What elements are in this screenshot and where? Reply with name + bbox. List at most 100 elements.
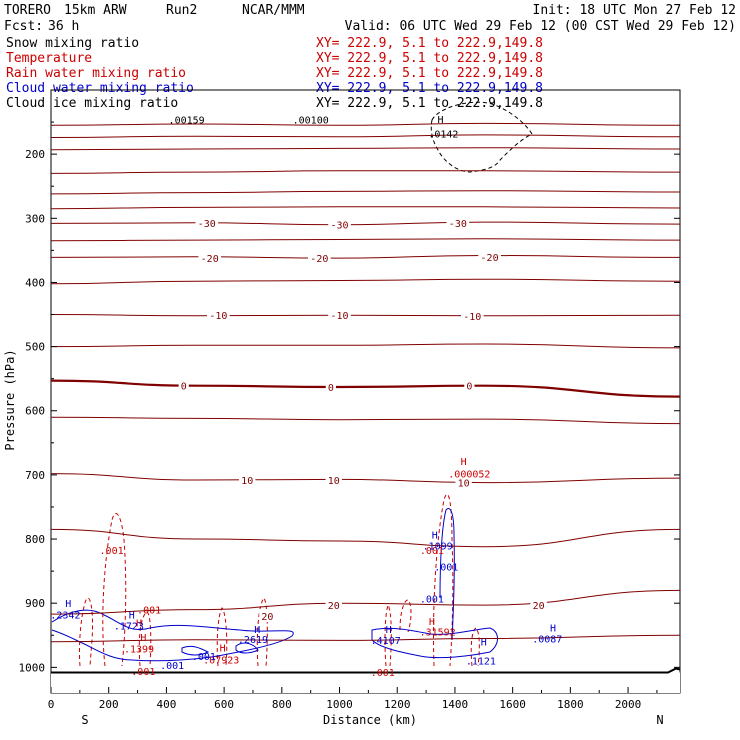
- ice-contours: [430, 101, 533, 173]
- rain-contour-2: [78, 597, 93, 667]
- contour-labels: -30 -30 -30 -20 -20 -20 -10 -10 -10 0 0 0 10 10 10 20 20…: [50, 115, 562, 679]
- contour-label-bg: [325, 598, 342, 612]
- contour-label-32: H: [429, 617, 435, 628]
- contour-label-bg: [530, 598, 547, 612]
- contour-label-bg: [446, 215, 470, 229]
- run-label: Run2: [166, 3, 197, 18]
- isotherm-m20: [50, 254, 681, 259]
- contour-label-bg: [195, 215, 219, 229]
- contour-label-35: .001: [131, 667, 155, 678]
- contour-label-bg: [325, 473, 342, 487]
- isotherm-m30: [50, 221, 681, 226]
- contour-label-18: .00159: [169, 116, 205, 127]
- x-tick-label-400: 400: [156, 698, 176, 711]
- isotherm-m40: [50, 190, 681, 195]
- y-tick-label-200: 200: [25, 148, 45, 161]
- forecast-label: Fcst:: [4, 19, 43, 34]
- rain-contour-8: [432, 493, 454, 667]
- model-resolution: 15km ARW: [64, 3, 127, 18]
- legend-temperature-xy: XY= 222.9, 5.1 to 222.9,149.8: [316, 51, 543, 66]
- cloud-water-contour-5: [235, 642, 259, 654]
- x-axis: 0 200 400 600 800 1000 1200 1400 1600 1800 2000: [48, 687, 658, 711]
- contour-label-bg: [325, 380, 336, 394]
- rain-contour-7: [399, 599, 412, 633]
- rain-contour-1: [102, 513, 127, 667]
- contour-label-50: H: [481, 638, 487, 649]
- contour-label-47: .001: [192, 652, 216, 663]
- contour-label-9: 0: [181, 382, 187, 393]
- isotherm-m55: [50, 134, 681, 138]
- init-time: Init: 18 UTC Mon 27 Feb 12: [533, 3, 737, 18]
- isotherm-10: [50, 473, 681, 484]
- y-tick-label-600: 600: [25, 405, 45, 418]
- contour-label-24: .001: [100, 546, 124, 557]
- cloud-water-contour-2: [371, 627, 498, 659]
- isotherm-m10: [50, 314, 681, 317]
- y-tick-label-300: 300: [25, 212, 45, 225]
- y-axis-title: Pressure (hPa): [3, 349, 17, 450]
- legend-rain-xy: XY= 222.9, 5.1 to 222.9,149.8: [316, 66, 543, 81]
- contour-label-21: .0142: [428, 130, 458, 141]
- contour-label-13: 10: [328, 476, 340, 487]
- contour-label-14: 10: [458, 479, 470, 490]
- contour-label-51: .1121: [466, 656, 496, 667]
- rain-contour-4: [216, 607, 228, 667]
- legend-cloud-water-name: Cloud water mixing ratio: [6, 81, 194, 96]
- contour-label-3: -20: [201, 254, 219, 265]
- cloud-water-contour-4: [181, 645, 210, 656]
- contour-label-0: -30: [198, 219, 216, 230]
- contour-label-36: H: [432, 531, 438, 542]
- temperature-isotherms: [50, 122, 681, 643]
- x-tick-label-1000: 1000: [326, 698, 353, 711]
- contour-label-12: 10: [241, 476, 253, 487]
- contour-label-bg: [239, 473, 256, 487]
- contour-label-29: .1399: [124, 645, 154, 656]
- isotherm-25: [50, 634, 681, 643]
- contour-label-bg: [460, 308, 484, 322]
- contour-label-15: 20: [328, 601, 340, 612]
- isotherm-5: [50, 416, 681, 425]
- y-tick-label-700: 700: [25, 469, 45, 482]
- contour-label-6: -10: [209, 311, 227, 322]
- isotherm-m25: [50, 238, 681, 242]
- forecast-hour: 36 h: [48, 19, 79, 34]
- legend-temperature-name: Temperature: [6, 51, 92, 66]
- contour-label-27: H: [136, 618, 142, 629]
- header: TORERO 15km ARW Run2 NCAR/MMM Fcst: 36 h…: [4, 3, 736, 34]
- contour-label-42: H: [129, 611, 135, 622]
- contour-label-53: .0087: [532, 634, 562, 645]
- legend-cloud-ice-name: Cloud ice mixing ratio: [6, 96, 178, 111]
- contour-label-bg: [455, 475, 472, 489]
- contour-label-33: .31592: [420, 627, 456, 638]
- rain-contour-6: [384, 603, 392, 667]
- model-name: TORERO: [4, 3, 51, 18]
- x-axis-title: Distance (km): [323, 713, 417, 727]
- contour-label-4: -20: [310, 254, 328, 265]
- legend-snow-name: Snow mixing ratio: [6, 36, 139, 51]
- contour-label-43: .1723: [114, 622, 144, 633]
- right-end-label: N: [656, 713, 663, 727]
- contour-label-bg: [328, 217, 351, 231]
- ice-contour-cell: [430, 101, 533, 173]
- rain-contours: [78, 493, 480, 667]
- contour-label-45: .2619: [238, 635, 268, 646]
- isotherm-m60: [50, 122, 681, 126]
- x-tick-label-200: 200: [99, 698, 119, 711]
- valid-time: Valid: 06 UTC Wed 29 Feb 12 (00 CST Wed …: [345, 19, 736, 34]
- x-tick-label-1600: 1600: [499, 698, 526, 711]
- cloud-water-contour-3: [439, 508, 455, 641]
- contour-label-34: .001: [371, 668, 395, 679]
- contour-label-22: H: [461, 457, 467, 468]
- contour-label-10: 0: [328, 383, 334, 394]
- contour-label-26: .001: [137, 606, 161, 617]
- cloud-water-contours: [51, 508, 498, 662]
- isotherm-m45: [50, 170, 681, 174]
- contour-label-49: .4107: [371, 636, 401, 647]
- contour-label-bg: [328, 308, 351, 322]
- contour-label-5: -20: [481, 253, 499, 264]
- legend-cloud-water-xy: XY= 222.9, 5.1 to 222.9,149.8: [316, 81, 543, 96]
- contour-label-20: H: [438, 115, 444, 126]
- contour-label-38: .001: [434, 563, 458, 574]
